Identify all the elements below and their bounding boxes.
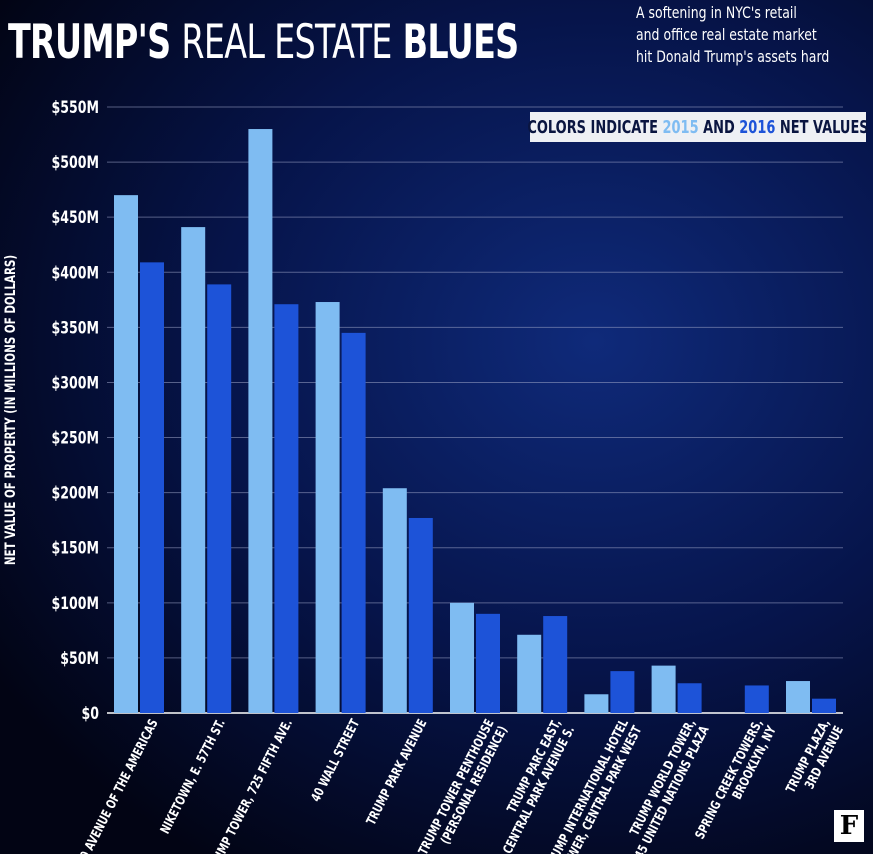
bar-2016 (140, 262, 164, 713)
bar-2015 (584, 694, 609, 713)
x-tick-label-line: NIKETOWN, E. 57TH ST. (157, 716, 229, 836)
bar-2016 (341, 332, 366, 713)
y-tick-label: $250M (52, 428, 99, 448)
bar-2015 (517, 634, 542, 713)
bar-2016 (274, 304, 299, 713)
bar-2016 (677, 683, 702, 713)
y-tick-label: $450M (52, 207, 99, 227)
legend: COLORS INDICATE 2015 AND 2016 NET VALUES (527, 112, 869, 142)
subtitle-line-1: A softening in NYC's retail (636, 3, 797, 22)
y-tick-label: $300M (52, 373, 99, 393)
title-part-1: TRUMP'S (8, 15, 171, 70)
bar-2016 (812, 698, 836, 713)
bar-2015 (248, 129, 273, 713)
bar-2016 (207, 284, 232, 713)
legend-year-2015: 2015 (662, 116, 699, 138)
page-title: TRUMP'S REAL ESTATE BLUES (8, 6, 520, 80)
legend-and: AND (703, 116, 735, 138)
bar-2016 (610, 671, 635, 713)
legend-suffix: NET VALUES (779, 116, 869, 138)
title-part-3: BLUES (402, 15, 520, 70)
y-tick-label: $350M (52, 317, 99, 337)
y-tick-label: $150M (52, 538, 99, 558)
y-tick-label: $550M (52, 97, 99, 117)
bar-2016 (744, 685, 769, 713)
bar-2015 (181, 227, 206, 713)
x-tick-label: TRUMP PARK AVENUE (363, 716, 430, 827)
x-tick-label: 1290 AVENUE OF THE AMERICAS (67, 716, 161, 854)
y-tick-label: $400M (52, 262, 99, 282)
bar-2015 (786, 681, 810, 713)
x-tick-label: TRUMP PLAZA,3RD AVENUE (782, 716, 846, 795)
legend-prefix: COLORS INDICATE (527, 116, 659, 138)
forbes-logo: F (834, 810, 864, 842)
x-tick-label-line: 1290 AVENUE OF THE AMERICAS (67, 716, 161, 854)
x-tick-label-line: TRUMP PARK AVENUE (363, 716, 430, 827)
subtitle-line-3: hit Donald Trump's assets hard (636, 47, 830, 66)
bar-2015 (315, 302, 340, 713)
bar-2015 (114, 195, 138, 714)
y-tick-label: $200M (52, 483, 99, 503)
subtitle-line-2: and office real estate market (636, 25, 817, 44)
legend-text: COLORS INDICATE 2015 AND 2016 NET VALUES (527, 117, 868, 138)
legend-year-2016: 2016 (739, 116, 776, 138)
subtitle: A softening in NYC's retail and office r… (636, 2, 830, 68)
bar-2015 (450, 602, 474, 713)
x-tick-label-line: 40 WALL STREET (307, 716, 362, 804)
y-tick-label: $0 (82, 703, 99, 723)
title-part-2: REAL ESTATE (181, 15, 392, 70)
x-tick-label: 40 WALL STREET (307, 716, 362, 804)
bar-2016 (476, 613, 500, 713)
bar-2016 (408, 517, 433, 713)
x-tick-label: TRUMP TOWER PENTHOUSE(PERSONAL RESIDENCE… (415, 716, 511, 854)
bar-2015 (651, 665, 676, 713)
x-tick-label: NIKETOWN, E. 57TH ST. (157, 716, 229, 836)
bar-2015 (382, 488, 407, 713)
bar-2016 (543, 616, 568, 713)
y-tick-label: $500M (52, 152, 99, 172)
y-tick-label: $100M (52, 593, 99, 613)
y-tick-label: $50M (60, 648, 99, 668)
